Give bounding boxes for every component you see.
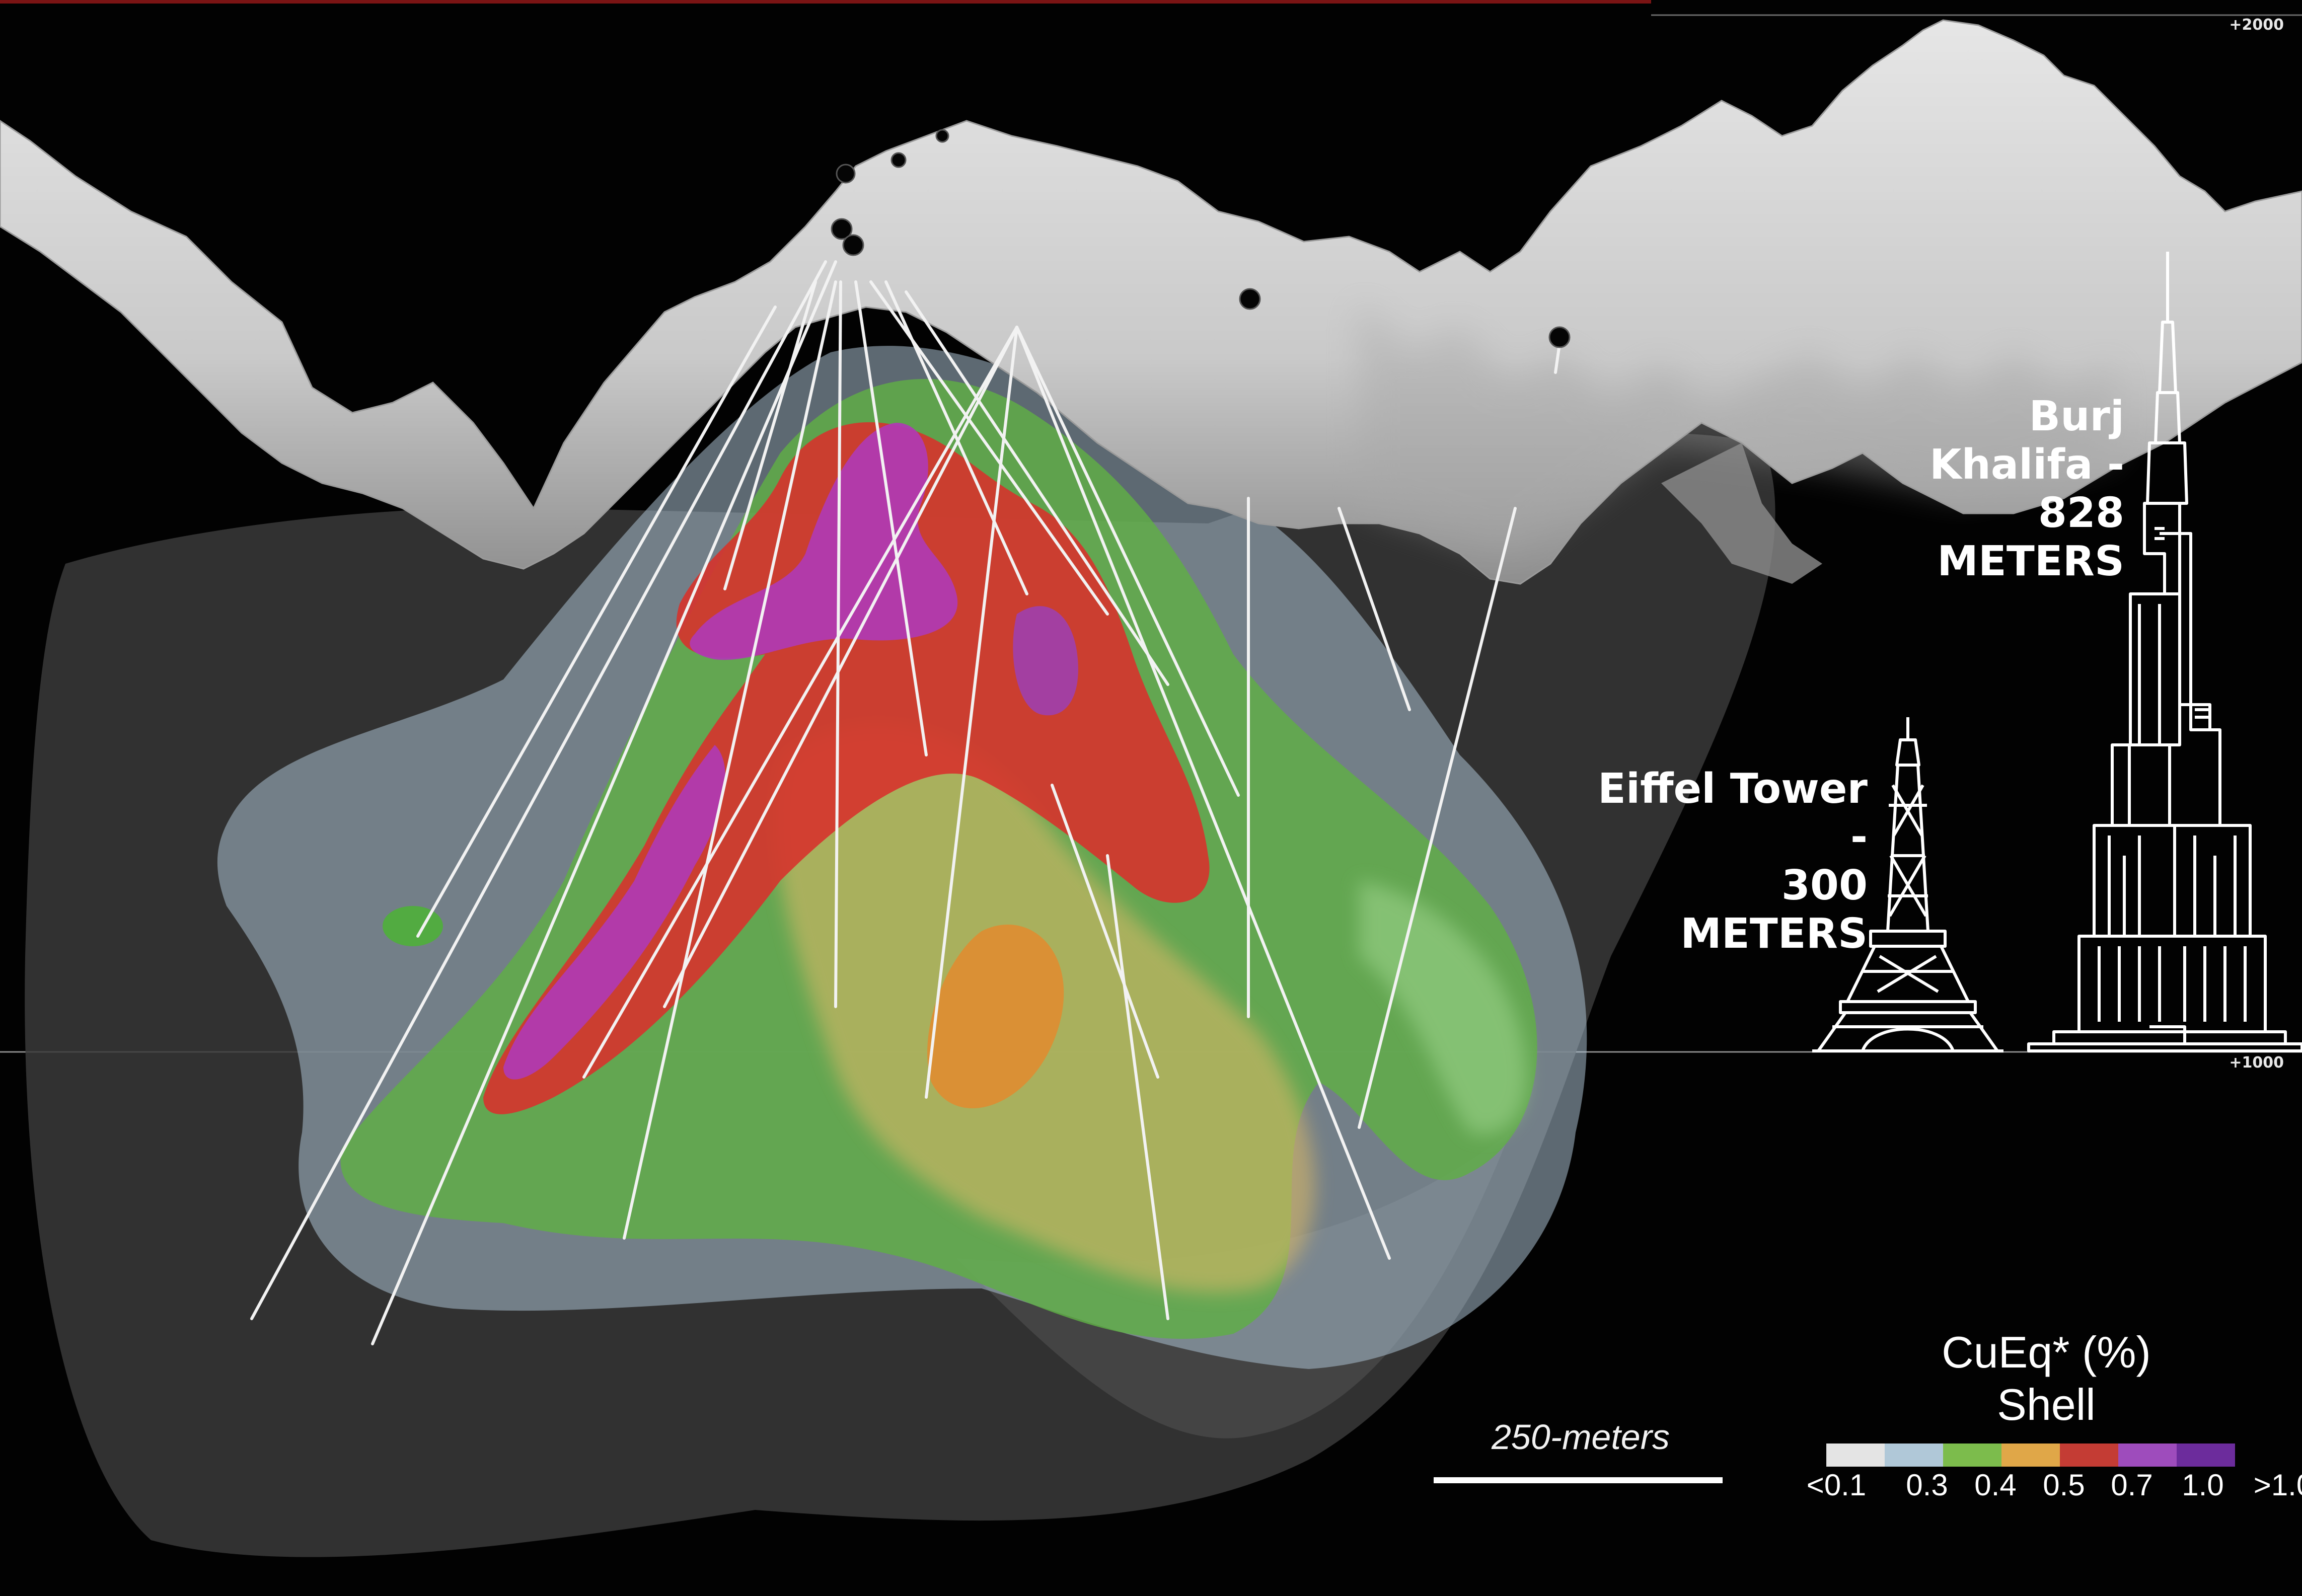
drill-collar-marker: [842, 234, 864, 256]
burj-khalifa-label-line1: Burj Khalifa -: [1929, 393, 2124, 489]
legend-swatch: [1826, 1443, 1885, 1467]
burj-khalifa-label-line2: 828 METERS: [1937, 489, 2124, 585]
legend-tick-label: 0.4: [1974, 1468, 2017, 1502]
drill-hole-trace: [925, 326, 1018, 1099]
eiffel-tower-outline: [1812, 717, 2003, 1052]
drill-collars: [831, 129, 1571, 348]
drill-hole-trace: [884, 280, 1028, 595]
legend-title-line2: Shell: [1997, 1380, 2096, 1429]
drill-hole-trace: [1338, 507, 1411, 711]
eiffel-tower-label-line2: 300 METERS: [1680, 862, 1868, 958]
terrain-underside: [1661, 443, 1822, 584]
shell-1-0-mid: [1013, 606, 1078, 716]
shell-1-0: [503, 745, 725, 1080]
burj-khalifa-label: Burj Khalifa - 828 METERS: [1863, 393, 2124, 586]
shell-0-5-core: [927, 924, 1064, 1109]
drill-hole-trace: [1358, 507, 1517, 1129]
legend-tick-label: 0.3: [1906, 1468, 1948, 1502]
topographic-surface: [0, 19, 2302, 585]
drill-collar-marker: [831, 218, 853, 240]
drill-hole-trace: [250, 260, 827, 1320]
legend-swatch: [1943, 1443, 2001, 1467]
legend-tick-label: 0.7: [2111, 1468, 2153, 1502]
drill-hole-trace: [582, 326, 1018, 1079]
scale-bar: [1434, 1477, 1723, 1483]
drill-hole-traces: [250, 260, 1562, 1345]
elevation-label-2000: +2000: [2229, 16, 2284, 34]
eiffel-tower-label-line1: Eiffel Tower -: [1597, 765, 1868, 861]
legend-title: CuEq* (%) Shell: [1807, 1326, 2285, 1431]
legend-swatch: [1885, 1443, 1943, 1467]
drill-collar-marker: [836, 164, 856, 184]
burj-khalifa-outline: [2027, 252, 2302, 1052]
shell-1-0-upper: [690, 423, 958, 660]
drill-hole-trace: [723, 280, 817, 590]
drill-hole-trace: [371, 260, 837, 1345]
drill-collar-marker: [1239, 288, 1261, 310]
legend-title-line1: CuEq* (%): [1942, 1327, 2151, 1377]
eiffel-tower-label: Eiffel Tower - 300 METERS: [1586, 765, 1868, 958]
drill-collar-marker: [890, 152, 907, 168]
legend-tick-label: 1.0: [2182, 1468, 2224, 1502]
legend-swatch: [2118, 1443, 2177, 1467]
terrain-relief-shading: [1359, 302, 2114, 554]
shell-0-4-isolated-pod: [383, 906, 443, 946]
legend-tick-labels: <0.1 0.3 0.4 0.5 0.7 1.0 >1.0: [1806, 1468, 2302, 1508]
legend-color-ramp: [1826, 1443, 2235, 1467]
drill-hole-trace: [1015, 326, 1391, 1260]
drill-hole-trace: [1051, 784, 1159, 1079]
legend-tick-label: 0.5: [2043, 1468, 2085, 1502]
drill-hole-trace: [623, 280, 837, 1240]
legend-swatch: [2001, 1443, 2060, 1467]
drill-hole-trace: [905, 290, 1169, 686]
drill-collar-marker: [1548, 326, 1571, 348]
legend-tick-label: >1.0: [2253, 1468, 2302, 1502]
shell-0-7: [483, 422, 1210, 1114]
drill-hole-trace: [416, 306, 777, 938]
drill-hole-trace: [1015, 326, 1240, 797]
drill-hole-trace: [854, 280, 928, 756]
legend-tick-label: <0.1: [1806, 1468, 1867, 1502]
scale-bar-label: 250-meters: [1491, 1417, 1670, 1457]
legend-swatch: [2060, 1443, 2118, 1467]
drill-hole-trace: [1106, 854, 1169, 1320]
top-accent-line: [0, 0, 1651, 4]
legend-swatch: [2177, 1443, 2235, 1467]
drill-hole-trace: [834, 280, 842, 1008]
drill-hole-trace: [663, 326, 1018, 1008]
shell-0-4-bright-ridge: [1359, 881, 1527, 1134]
elevation-label-1000: +1000: [2229, 1054, 2284, 1072]
drill-collar-marker: [935, 129, 949, 143]
